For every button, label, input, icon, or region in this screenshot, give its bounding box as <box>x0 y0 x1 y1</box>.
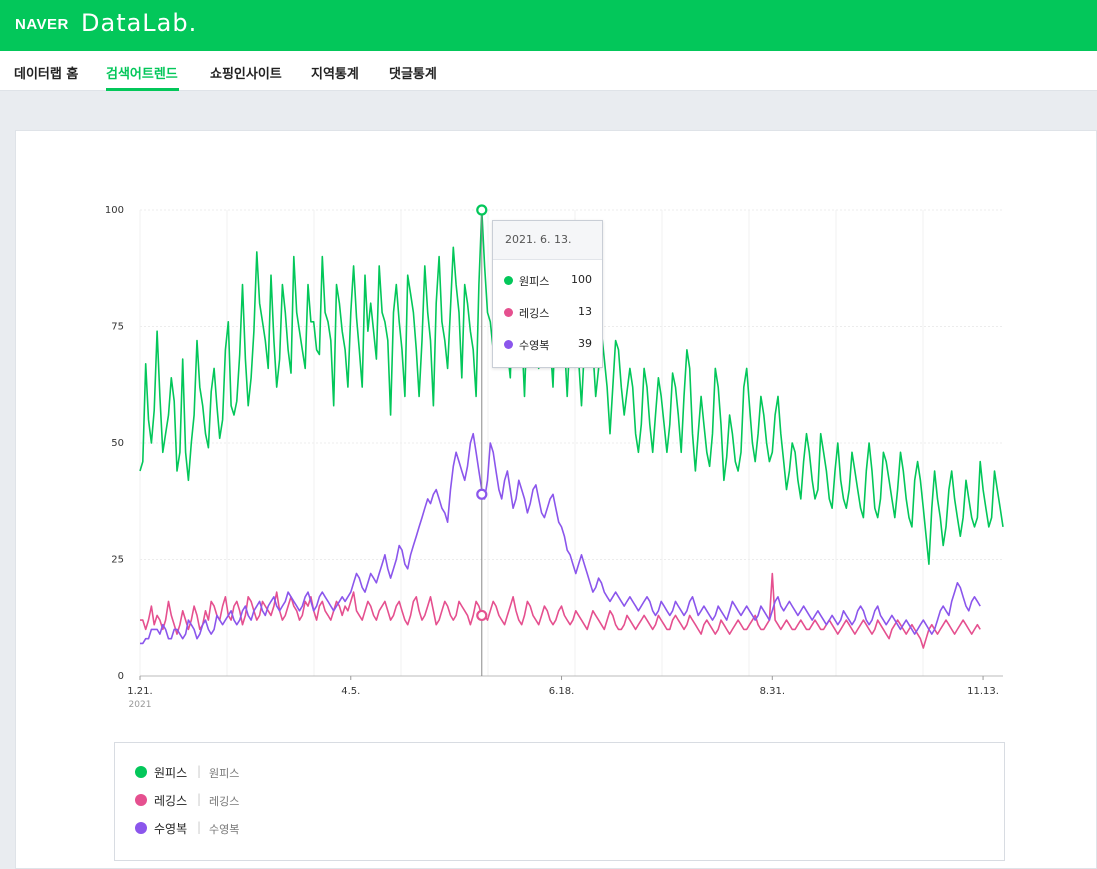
series-2-dot-icon <box>135 794 147 806</box>
tooltip-date: 2021. 6. 13. <box>493 221 602 260</box>
hover-marker-3 <box>476 488 488 500</box>
chart-tooltip: 2021. 6. 13. 원피스 100 레깅스 13 수영복 39 <box>492 220 603 368</box>
legend-series-name: 수영복 <box>154 822 188 836</box>
legend-series-name: 레깅스 <box>154 794 188 808</box>
series-3-dot-icon <box>135 822 147 834</box>
y-tick-label: 0 <box>118 671 124 682</box>
series-3-dot-icon <box>504 340 513 349</box>
nav-regional-stats[interactable]: 지역통계 <box>311 67 359 82</box>
tooltip-series-name: 원피스 <box>519 275 550 288</box>
series-line-2 <box>140 572 981 649</box>
x-tick-label: 11.13. <box>967 686 999 697</box>
legend-series-keywords: 수영복 <box>209 823 240 836</box>
nav-datalab-home[interactable]: 데이터랩 홈 <box>14 67 79 82</box>
chart-legend: 원피스 | 원피스 레깅스 | 레깅스 수영복 | 수영복 <box>114 742 1005 861</box>
x-tick-year-label: 2021 <box>129 700 152 710</box>
legend-separator: | <box>197 764 202 778</box>
tooltip-series-name: 수영복 <box>519 339 550 352</box>
y-tick-label: 25 <box>111 555 124 566</box>
hover-marker-1 <box>476 204 488 216</box>
active-tab-indicator <box>106 88 179 91</box>
tooltip-series-value: 39 <box>578 337 592 350</box>
x-tick-label: 8.31. <box>760 686 785 697</box>
legend-series-keywords: 원피스 <box>209 767 240 780</box>
tooltip-series-value: 100 <box>571 273 592 286</box>
y-tick-label: 75 <box>111 322 124 333</box>
trend-result-panel: 0 25 50 75 100 1.21. 4.5. 6.18. 8.31. 11.13. 2021 … <box>15 130 1097 869</box>
top-header: NAVER DataLab. <box>0 0 1097 51</box>
tooltip-row-1: 원피스 100 <box>493 260 602 292</box>
legend-series-name: 원피스 <box>154 766 188 780</box>
nav-comment-stats[interactable]: 댓글통계 <box>389 67 437 82</box>
legend-separator: | <box>197 792 202 806</box>
tooltip-series-value: 13 <box>578 305 592 318</box>
main-nav: 데이터랩 홈 검색어트렌드 쇼핑인사이트 지역통계 댓글통계 <box>0 51 1097 91</box>
tooltip-row-2: 레깅스 13 <box>493 292 602 324</box>
series-1-dot-icon <box>135 766 147 778</box>
legend-separator: | <box>197 820 202 834</box>
legend-series-keywords: 레깅스 <box>209 795 240 808</box>
x-tick-label: 1.21. <box>127 686 152 697</box>
y-tick-label: 50 <box>111 438 124 449</box>
x-tick-label: 4.5. <box>341 686 360 697</box>
nav-search-trend[interactable]: 검색어트렌드 <box>106 67 178 82</box>
nav-shopping-insight[interactable]: 쇼핑인사이트 <box>210 67 282 82</box>
series-2-dot-icon <box>504 308 513 317</box>
tooltip-row-3: 수영복 39 <box>493 324 602 356</box>
trend-line-chart[interactable]: 0 25 50 75 100 1.21. 4.5. 6.18. 8.31. 11.13. 2021 <box>16 131 1097 731</box>
series-line-3 <box>140 432 981 645</box>
series-1-dot-icon <box>504 276 513 285</box>
naver-logo[interactable]: NAVER <box>15 16 69 33</box>
tooltip-series-name: 레깅스 <box>519 307 550 320</box>
y-tick-label: 100 <box>105 205 124 216</box>
datalab-logo[interactable]: DataLab. <box>81 9 198 37</box>
hover-marker-2 <box>476 609 488 622</box>
x-tick-label: 6.18. <box>549 686 574 697</box>
